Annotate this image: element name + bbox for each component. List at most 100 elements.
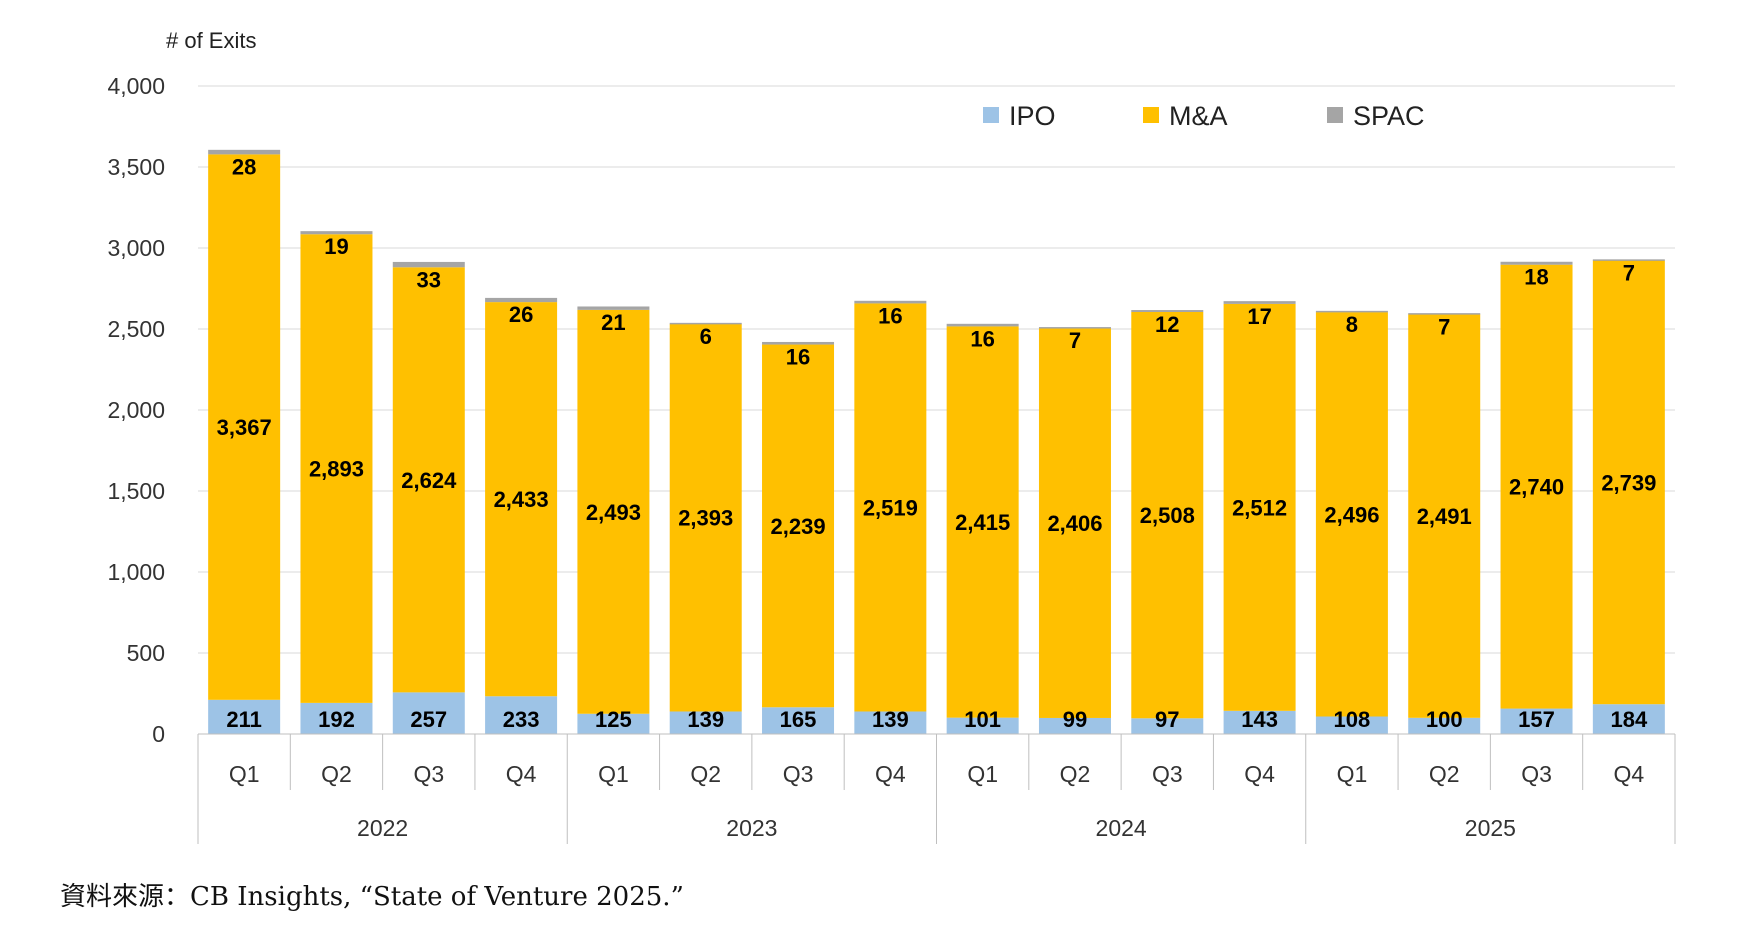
y-tick-label: 4,000 xyxy=(107,73,165,99)
legend-label-spac: SPAC xyxy=(1353,101,1425,131)
bar-ma xyxy=(485,302,558,697)
data-label-ipo: 143 xyxy=(1241,707,1278,732)
bar-spac xyxy=(392,261,465,268)
bar-spac xyxy=(669,322,742,325)
data-label-spac: 19 xyxy=(324,234,348,259)
bar-ma xyxy=(577,309,650,714)
data-label-spac: 16 xyxy=(970,326,994,351)
year-label: 2022 xyxy=(357,815,408,841)
quarter-label: Q2 xyxy=(1429,761,1460,787)
data-label-ma: 2,496 xyxy=(1324,502,1379,527)
y-tick-label: 0 xyxy=(152,721,165,747)
bar-ipo xyxy=(577,713,650,734)
data-label-ma: 2,519 xyxy=(863,495,918,520)
data-label-ipo: 108 xyxy=(1334,707,1371,732)
bar-ma xyxy=(300,234,373,703)
bar-ipo xyxy=(762,707,835,734)
bar-ma xyxy=(1315,312,1388,717)
bar-ma xyxy=(946,326,1019,718)
bar-ma xyxy=(669,323,742,712)
quarter-label: Q3 xyxy=(1521,761,1552,787)
bar-ma xyxy=(1408,314,1481,718)
y-tick-label: 3,000 xyxy=(107,235,165,261)
data-label-ma: 2,512 xyxy=(1232,495,1287,520)
quarter-label: Q1 xyxy=(229,761,260,787)
bar-ipo xyxy=(485,696,558,734)
bar-ipo xyxy=(854,711,927,734)
bar-ma xyxy=(208,154,281,700)
bar-ipo xyxy=(946,717,1019,734)
bar-ma xyxy=(1038,328,1111,718)
bar-spac xyxy=(485,297,558,303)
data-label-ma: 2,493 xyxy=(586,500,641,525)
quarter-label: Q2 xyxy=(321,761,352,787)
bar-spac xyxy=(1315,310,1388,313)
quarter-label: Q1 xyxy=(598,761,629,787)
data-label-spac: 33 xyxy=(417,267,441,292)
bar-ipo xyxy=(208,699,281,734)
bar-ma xyxy=(1223,303,1296,711)
data-label-ipo: 139 xyxy=(872,707,909,732)
data-label-ipo: 257 xyxy=(410,707,447,732)
bar-ipo xyxy=(1592,704,1665,734)
data-label-spac: 28 xyxy=(232,154,256,179)
data-label-spac: 12 xyxy=(1155,312,1179,337)
legend-label-ipo: IPO xyxy=(1009,101,1056,131)
quarter-label: Q3 xyxy=(413,761,444,787)
bar-spac xyxy=(1223,301,1296,304)
bar-ipo xyxy=(300,702,373,734)
bar-spac xyxy=(1408,313,1481,315)
bar-ipo xyxy=(1038,717,1111,734)
bar-spac xyxy=(208,149,281,155)
data-label-spac: 18 xyxy=(1524,265,1548,290)
bar-ipo xyxy=(1131,718,1204,734)
quarter-label: Q3 xyxy=(1152,761,1183,787)
bar-ma xyxy=(1500,264,1573,709)
bar-spac xyxy=(946,323,1019,327)
data-label-ipo: 184 xyxy=(1610,707,1647,732)
y-axis-label: # of Exits xyxy=(166,28,256,53)
exits-chart: 05001,0001,5002,0002,5003,0003,5004,000 … xyxy=(107,28,1676,844)
data-label-ipo: 100 xyxy=(1426,707,1463,732)
quarter-label: Q2 xyxy=(690,761,721,787)
data-label-ma: 2,624 xyxy=(401,468,457,493)
data-labels: 211 3,367 28 192 2,893 19 257 2,624 33 233 2,433 26… xyxy=(217,154,1657,732)
x-axis: Q1 Q2 Q3 Q4 Q1 Q2 Q3 Q4 Q1 Q2 Q3 Q4 Q1 Q2 Q3 Q4 2022 2023… xyxy=(197,733,1676,844)
legend: IPO M&A SPAC xyxy=(983,101,1425,131)
bar-spac xyxy=(854,300,927,304)
data-label-ma: 2,740 xyxy=(1509,475,1564,500)
data-label-ma: 2,433 xyxy=(494,487,549,512)
quarter-label: Q4 xyxy=(1614,761,1645,787)
bar-spac xyxy=(1592,259,1665,261)
data-label-ipo: 233 xyxy=(503,707,540,732)
data-label-ma: 2,508 xyxy=(1140,503,1195,528)
y-tick-label: 2,000 xyxy=(107,397,165,423)
data-label-ipo: 157 xyxy=(1518,707,1555,732)
data-label-spac: 16 xyxy=(878,303,902,328)
data-label-ipo: 192 xyxy=(318,707,355,732)
quarter-label: Q4 xyxy=(1244,761,1275,787)
quarter-label: Q1 xyxy=(1337,761,1368,787)
y-tick-label: 1,500 xyxy=(107,478,165,504)
bar-ipo xyxy=(1223,710,1296,734)
y-tick-label: 1,000 xyxy=(107,559,165,585)
data-label-spac: 7 xyxy=(1438,314,1450,339)
data-label-ipo: 125 xyxy=(595,707,632,732)
bar-spac xyxy=(1038,327,1111,329)
y-tick-label: 2,500 xyxy=(107,316,165,342)
data-label-spac: 26 xyxy=(509,302,533,327)
data-label-spac: 7 xyxy=(1623,260,1635,285)
quarter-label: Q2 xyxy=(1060,761,1091,787)
data-label-spac: 21 xyxy=(601,310,625,335)
data-label-ipo: 139 xyxy=(687,707,724,732)
data-label-ma: 2,893 xyxy=(309,457,364,482)
bar-ma xyxy=(1131,311,1204,719)
year-label: 2025 xyxy=(1465,815,1516,841)
year-label: 2023 xyxy=(726,815,777,841)
data-label-ipo: 99 xyxy=(1063,707,1087,732)
data-label-ipo: 101 xyxy=(964,707,1001,732)
data-label-ma: 2,393 xyxy=(678,506,733,531)
bar-spac xyxy=(762,341,835,345)
legend-swatch-ipo xyxy=(983,107,999,123)
data-label-ma: 2,739 xyxy=(1601,470,1656,495)
